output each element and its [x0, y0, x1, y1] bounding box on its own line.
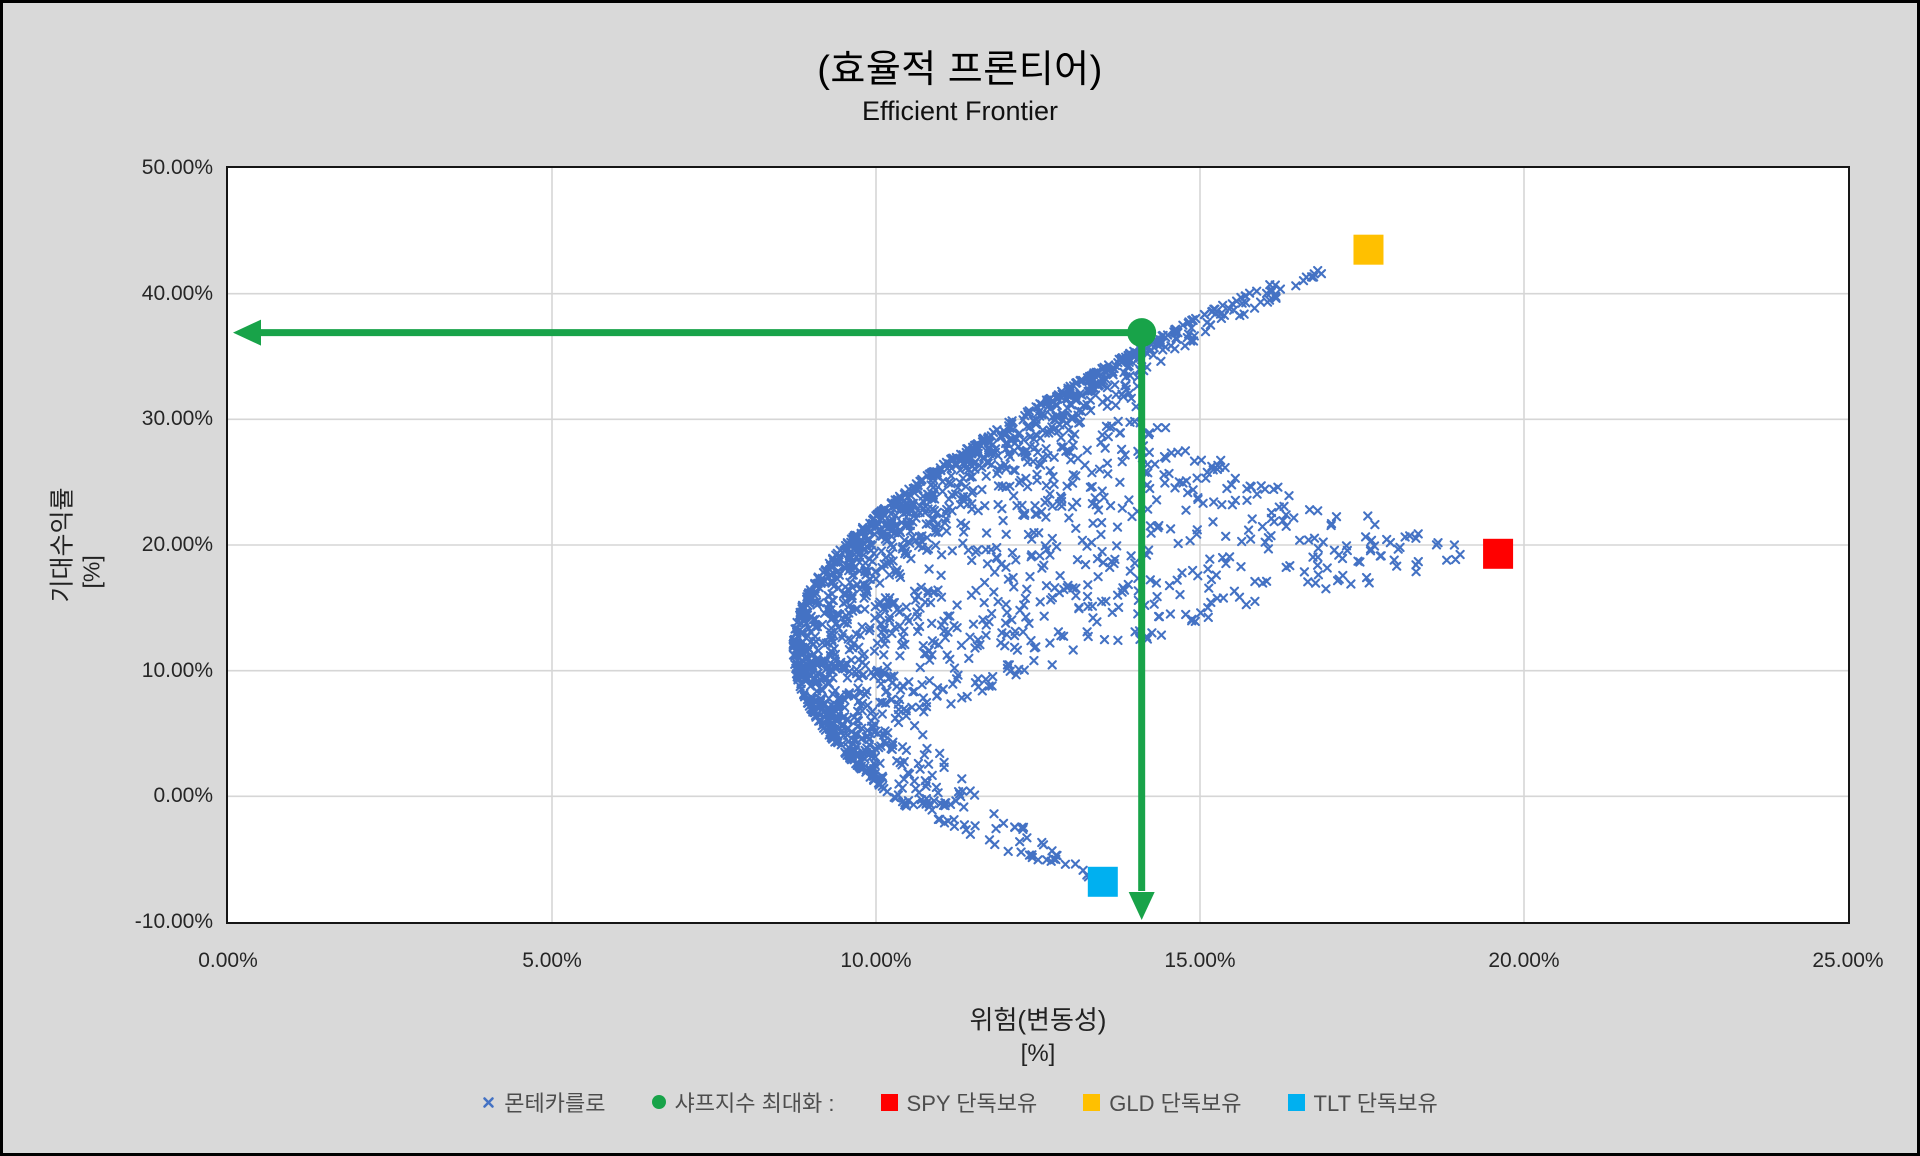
legend-label: TLT 단독보유: [1313, 1091, 1438, 1116]
y-tick-label: 30.00%: [141, 407, 213, 431]
circle-marker-icon: [651, 1095, 666, 1109]
sharpe-max-annotation: [233, 318, 1157, 920]
left-arrow-head-icon: [233, 319, 261, 346]
chart-title: (효율적 프론티어): [817, 49, 1103, 91]
down-arrow-head-icon: [1128, 892, 1155, 920]
legend-label: 몬테카를로: [504, 1091, 606, 1116]
square-marker-icon: [880, 1093, 898, 1111]
x-tick-label: 5.00%: [522, 949, 582, 972]
gridlines: [228, 168, 1848, 922]
legend-label: GLD 단독보유: [1109, 1091, 1242, 1116]
y-tick-label: 10.00%: [141, 658, 213, 682]
plot-area: [226, 166, 1850, 924]
x-tick-label: 20.00%: [1488, 949, 1560, 972]
y-tick-label: 20.00%: [141, 533, 213, 556]
sharpe-max-point: [1127, 318, 1157, 348]
y-tick-label: -10.00%: [134, 910, 213, 933]
x-tick-label: 25.00%: [1812, 949, 1884, 972]
y-tick-label: 50.00%: [141, 156, 213, 179]
y-axis-title: 기대수익률 [%]: [43, 487, 106, 602]
spy-point: [1483, 538, 1514, 569]
monte-carlo-scatter: [788, 247, 1465, 882]
legend-item-2: SPY 단독보유: [880, 1086, 1038, 1118]
y-axis-unit: [%]: [78, 555, 105, 589]
legend-item-3: GLD 단독보유: [1083, 1086, 1242, 1118]
square-marker-icon: [1287, 1093, 1305, 1111]
legend-label: 샤프지수 최대화 :: [674, 1091, 835, 1116]
chart-subtitle: Efficient Frontier: [861, 96, 1059, 126]
tlt-point: [1087, 866, 1118, 897]
x-axis-unit: [%]: [1020, 1040, 1056, 1067]
y-tick-label: 40.00%: [141, 281, 213, 305]
y-axis-title-text: 기대수익률: [48, 487, 77, 603]
gld-point: [1353, 234, 1384, 265]
x-tick-label: 15.00%: [1164, 949, 1236, 972]
x-tick-label: 0.00%: [198, 949, 258, 972]
legend-item-1: 샤프지수 최대화 :: [651, 1086, 835, 1118]
y-tick-label: 0.00%: [153, 784, 213, 808]
x-marker-icon: [483, 1096, 495, 1108]
legend-label: SPY 단독보유: [906, 1091, 1038, 1116]
square-marker-icon: [1083, 1093, 1101, 1111]
scatter-canvas: [228, 168, 1848, 922]
legend-item-4: TLT 단독보유: [1287, 1086, 1438, 1118]
x-axis-title: 위험(변동성): [969, 1005, 1107, 1035]
x-tick-label: 10.00%: [840, 949, 912, 972]
legend: 몬테카를로 샤프지수 최대화 : SPY 단독보유 GLD 단독보유 TLT 단독보유: [0, 1086, 1920, 1118]
legend-item-0: 몬테카를로: [482, 1086, 606, 1118]
